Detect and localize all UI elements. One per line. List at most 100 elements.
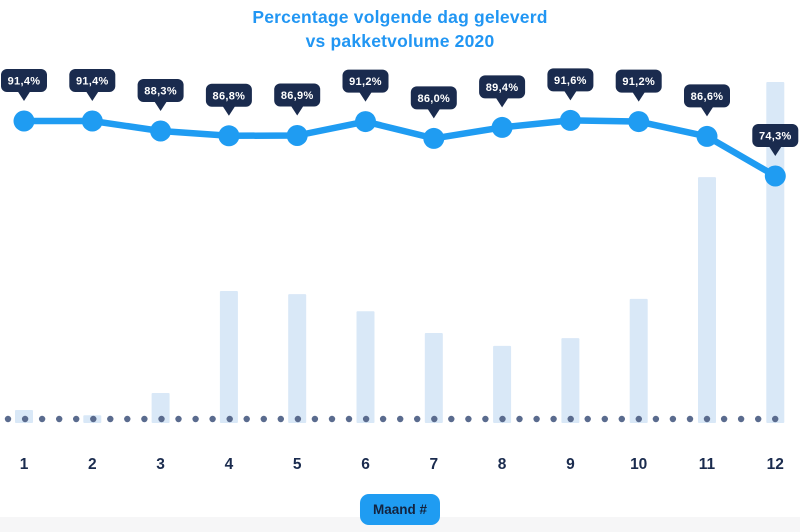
value-badge-tail: [632, 91, 646, 102]
dotted-baseline: [4, 415, 779, 423]
x-axis-label: 11: [699, 456, 716, 473]
value-badge-label: 91,2%: [622, 76, 655, 88]
data-point-marker: [355, 111, 376, 133]
baseline-dot: [635, 415, 642, 423]
value-badge-label: 86,0%: [417, 93, 450, 105]
chart-title-line2: vs pakketvolume 2020: [305, 31, 495, 51]
baseline-dot: [124, 415, 131, 423]
value-badge-tail: [700, 106, 714, 117]
baseline-dot: [277, 415, 284, 423]
baseline-dot: [737, 415, 745, 423]
value-badge-box: [69, 69, 116, 92]
value-badge-label: 91,4%: [8, 76, 41, 88]
volume-bar: [424, 333, 443, 423]
value-badge-tail: [768, 146, 782, 156]
value-badge-label: 91,4%: [76, 76, 109, 88]
value-badge-label: 89,4%: [486, 82, 519, 94]
value-badge: 74,3%: [752, 124, 799, 156]
value-badge-tail: [563, 90, 577, 101]
data-point-marker: [423, 127, 445, 149]
value-badge-box: [205, 83, 252, 107]
baseline-dot: [21, 415, 29, 423]
x-axis-label: 12: [767, 456, 784, 473]
baseline-dot: [311, 415, 319, 423]
value-badge: 91,4%: [69, 69, 116, 101]
volume-bar-series: [15, 82, 785, 423]
value-badge-label: 88,3%: [144, 86, 177, 98]
data-point-marker: [218, 125, 240, 147]
value-badge: 89,4%: [479, 75, 526, 108]
value-badge: 86,0%: [410, 86, 457, 119]
value-badge: 88,3%: [137, 79, 184, 111]
value-badge-label: 91,2%: [349, 76, 382, 88]
data-point-marker: [13, 110, 35, 132]
volume-bar: [493, 345, 512, 423]
baseline-dot: [652, 415, 660, 423]
baseline-dot: [379, 415, 387, 423]
baseline-dot: [550, 415, 557, 423]
baseline-dot: [601, 415, 608, 423]
value-badges: 91,4% 91,4% 88,3% 86,8% 86,9% 91,2% 86,0% 89,4%…: [1, 68, 799, 156]
baseline-dot: [362, 415, 370, 423]
data-point-marker: [696, 125, 718, 147]
value-badge-box: [615, 69, 662, 93]
value-badge-label: 74,3%: [759, 131, 792, 143]
baseline-dot: [294, 415, 302, 423]
value-badge-label: 86,6%: [691, 91, 724, 103]
baseline-dot: [567, 415, 574, 423]
volume-bar: [356, 311, 375, 423]
baseline-dot: [260, 415, 267, 423]
value-badge-tail: [222, 105, 236, 116]
baseline-dot: [345, 415, 353, 423]
value-badge: 91,2%: [615, 69, 662, 102]
value-badge: 86,8%: [205, 83, 252, 116]
value-badge: 91,2%: [342, 69, 389, 102]
volume-bar: [561, 338, 580, 423]
baseline-dot: [56, 415, 63, 423]
x-axis-label: 5: [293, 456, 302, 473]
percentage-line: [20, 117, 779, 180]
value-badge: 91,6%: [547, 68, 594, 101]
baseline-dot: [755, 415, 762, 423]
baseline-dot: [73, 415, 80, 423]
baseline-dot: [107, 415, 114, 423]
value-badge-label: 91,6%: [554, 75, 587, 87]
x-axis-label: 9: [566, 456, 575, 473]
value-badge-box: [274, 83, 321, 107]
baseline-dot: [38, 415, 46, 423]
x-axis-label: 8: [498, 456, 507, 473]
x-axis-title-badge: Maand #: [359, 494, 441, 525]
baseline-dot: [584, 415, 591, 423]
baseline-dot: [499, 415, 506, 423]
value-badge-tail: [359, 91, 372, 102]
data-point-marker: [559, 109, 581, 131]
baseline-dot: [720, 415, 728, 423]
baseline-dot: [192, 415, 199, 423]
value-badge-tail: [85, 91, 99, 101]
value-badge-box: [342, 69, 389, 93]
baseline-dot: [158, 415, 165, 423]
data-point-marker: [764, 165, 786, 187]
data-point-marker: [286, 125, 308, 146]
chart-title-line1: Percentage volgende dag geleverd: [252, 7, 548, 27]
baseline-dot: [243, 415, 250, 423]
baseline-dot: [482, 415, 489, 423]
volume-bar: [698, 177, 716, 423]
baseline-dot: [618, 415, 625, 423]
baseline-dot: [533, 415, 540, 423]
baseline-dot: [772, 415, 779, 423]
value-badge: 86,6%: [684, 84, 730, 117]
x-axis-label: 2: [88, 456, 97, 473]
volume-bar: [629, 298, 648, 423]
value-badge: 86,9%: [274, 83, 321, 116]
baseline-dot: [686, 415, 694, 423]
value-badge-box: [410, 86, 457, 110]
x-axis-label: 4: [225, 456, 234, 473]
baseline-dot: [431, 415, 438, 423]
x-axis-label: 3: [156, 456, 165, 473]
baseline-dot: [669, 415, 677, 423]
x-axis-label: 10: [630, 456, 647, 473]
volume-bar: [288, 294, 307, 423]
